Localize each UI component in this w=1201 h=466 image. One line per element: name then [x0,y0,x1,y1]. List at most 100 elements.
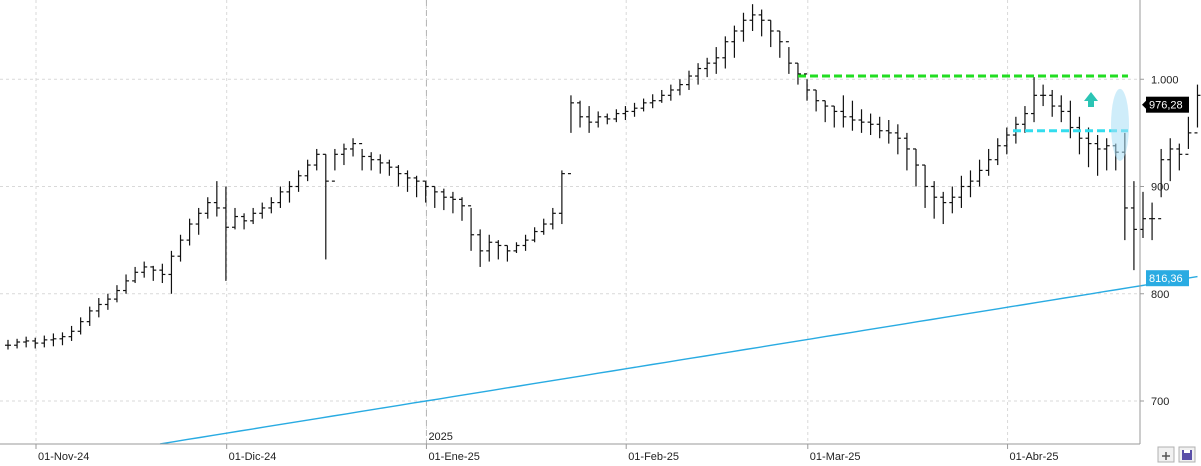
save-icon[interactable] [1178,446,1196,463]
price-bar [994,138,1001,166]
price-bar [1021,106,1028,133]
price-bar [731,25,738,58]
price-bar [113,285,120,303]
price-bar [1103,138,1110,171]
price-bar [477,229,484,267]
price-bar [722,36,729,69]
price-bar [222,186,229,281]
price-bar [949,186,956,214]
price-bar [813,89,820,112]
price-bar [350,138,357,157]
price-bar [32,337,39,349]
corner-toolbar[interactable] [1157,446,1196,463]
price-bar [1058,95,1065,123]
price-bar [1176,143,1183,171]
price-bar [785,41,792,74]
price-bar [322,153,329,260]
price-bar [241,213,248,230]
price-bar [304,159,311,182]
price-bar [1094,135,1101,176]
price-bar [631,102,638,117]
price-bar [858,109,865,133]
price-bar [840,95,847,128]
price-bar [713,47,720,74]
price-bar [368,152,375,171]
price-bar [377,154,384,174]
price-bar [1130,181,1137,271]
price-bar [504,244,511,262]
price-bar [159,263,166,284]
price-bar [295,170,302,192]
price-bar [831,105,838,128]
last-price-label: 976,28 [1142,96,1189,113]
price-bar [613,109,620,123]
price-bar [640,98,647,112]
price-bar [1040,84,1047,107]
svg-text:816,36: 816,36 [1149,273,1183,285]
price-bar [41,335,48,348]
highlight-ellipse [1111,88,1129,161]
price-bar [186,218,193,246]
price-bar [903,132,910,171]
price-bar [776,30,783,58]
price-bar [522,234,529,251]
price-bar [5,339,11,350]
price-bar [867,113,874,136]
price-bar [804,73,811,101]
price-bar [340,143,347,166]
price-bar [876,116,883,139]
price-bar [976,159,983,187]
price-bar [177,234,184,262]
price-bar [695,63,702,85]
price-bar [468,205,475,251]
price-bar [985,148,992,176]
moving-average-line [159,275,1198,445]
price-bar [277,186,284,208]
price-bar [1003,127,1010,155]
price-bar [250,207,257,225]
price-bar [940,191,947,225]
price-bar [822,100,829,123]
price-bar [604,113,611,125]
price-bar [168,250,175,294]
price-bar [758,9,765,37]
price-bar [1085,127,1092,168]
y-tick-label: 900 [1151,182,1169,194]
price-bar [440,188,447,211]
x-tick-label: 01-Mar-25 [810,451,861,463]
price-bar [395,165,402,187]
price-bar [132,266,139,284]
up-arrow-icon [1084,92,1098,107]
price-bar [313,148,320,171]
price-bar [595,111,602,128]
price-bar [649,94,656,109]
price-bar [77,317,84,335]
price-bar [141,261,148,278]
levels [798,74,1128,133]
x-tick-label: 01-Ene-25 [428,451,479,463]
x-tick-label: 01-Nov-24 [38,451,89,463]
price-bar [577,100,584,128]
price-bar [104,293,111,310]
price-bar [704,57,711,78]
price-bar [59,332,66,346]
price-bar [558,170,565,225]
price-bar [1076,116,1083,155]
price-bar [359,143,366,171]
price-bar [213,181,220,217]
minimize-icon[interactable] [1157,446,1175,463]
y-tick-label: 800 [1151,289,1169,301]
price-bar [622,106,629,121]
price-bar [486,234,493,262]
price-bar [232,207,238,230]
price-bar [885,120,892,144]
price-bar [1194,84,1201,134]
price-bar [86,306,93,326]
price-bar [749,4,756,31]
price-bar [767,19,774,48]
price-bar [1158,148,1165,220]
price-bar [1049,89,1056,117]
price-bar [667,84,674,101]
